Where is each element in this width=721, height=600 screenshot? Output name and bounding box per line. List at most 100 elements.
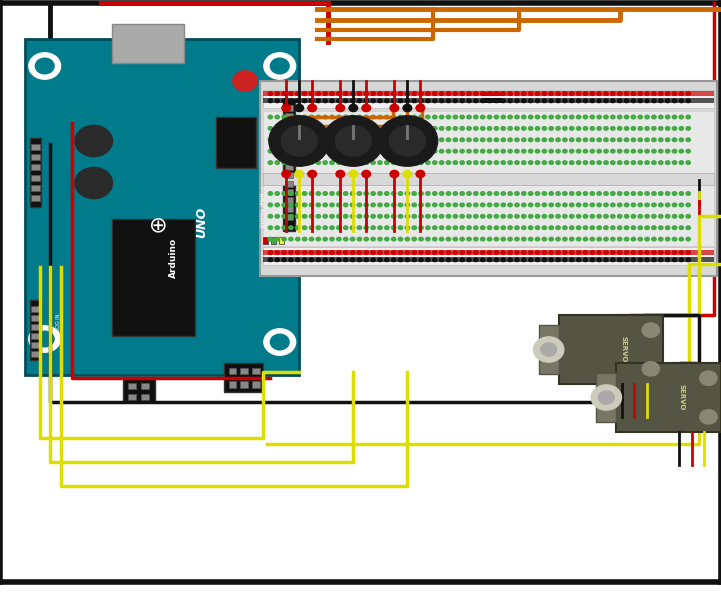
- Circle shape: [390, 170, 399, 178]
- Circle shape: [642, 323, 660, 337]
- Circle shape: [535, 138, 539, 142]
- Circle shape: [303, 226, 307, 229]
- Circle shape: [665, 161, 670, 164]
- Circle shape: [233, 71, 257, 91]
- Circle shape: [440, 115, 444, 119]
- Bar: [283, 99, 295, 231]
- Circle shape: [638, 127, 642, 130]
- Circle shape: [515, 251, 519, 254]
- Circle shape: [570, 226, 574, 229]
- Circle shape: [350, 115, 355, 119]
- Circle shape: [425, 203, 430, 206]
- Circle shape: [350, 191, 355, 196]
- Circle shape: [466, 237, 472, 241]
- Circle shape: [268, 237, 273, 241]
- Circle shape: [590, 99, 595, 103]
- Circle shape: [282, 237, 286, 241]
- Circle shape: [378, 191, 382, 196]
- Circle shape: [521, 258, 526, 262]
- Circle shape: [590, 92, 595, 95]
- Circle shape: [515, 92, 519, 95]
- Circle shape: [316, 251, 321, 254]
- Circle shape: [35, 58, 54, 74]
- Circle shape: [268, 138, 273, 142]
- Circle shape: [521, 138, 526, 142]
- Bar: [263, 98, 714, 103]
- Circle shape: [392, 251, 396, 254]
- Circle shape: [570, 138, 574, 142]
- Bar: [112, 219, 195, 336]
- Circle shape: [343, 191, 348, 196]
- Circle shape: [672, 226, 676, 229]
- Circle shape: [412, 161, 417, 164]
- Bar: [559, 315, 663, 384]
- Circle shape: [474, 161, 478, 164]
- Circle shape: [487, 161, 492, 164]
- Circle shape: [446, 203, 451, 206]
- Circle shape: [330, 258, 335, 262]
- Circle shape: [597, 127, 601, 130]
- Circle shape: [433, 226, 437, 229]
- Circle shape: [336, 170, 345, 178]
- Circle shape: [330, 251, 335, 254]
- Circle shape: [316, 191, 321, 196]
- Circle shape: [624, 258, 629, 262]
- Circle shape: [549, 251, 554, 254]
- Circle shape: [521, 191, 526, 196]
- Circle shape: [309, 99, 314, 103]
- Circle shape: [460, 251, 464, 254]
- Circle shape: [446, 258, 451, 262]
- Circle shape: [385, 214, 389, 218]
- Circle shape: [535, 115, 539, 119]
- Circle shape: [371, 258, 375, 262]
- Bar: [263, 91, 714, 96]
- Circle shape: [378, 258, 382, 262]
- Circle shape: [316, 138, 321, 142]
- Circle shape: [501, 99, 505, 103]
- Circle shape: [303, 214, 307, 218]
- Bar: [616, 363, 721, 432]
- Circle shape: [679, 92, 684, 95]
- Circle shape: [672, 203, 676, 206]
- Circle shape: [75, 167, 112, 199]
- Circle shape: [604, 138, 609, 142]
- Circle shape: [480, 138, 485, 142]
- Circle shape: [282, 92, 286, 95]
- Bar: [31, 164, 40, 170]
- Circle shape: [371, 237, 375, 241]
- Circle shape: [521, 251, 526, 254]
- Circle shape: [419, 237, 423, 241]
- Circle shape: [337, 149, 341, 153]
- Circle shape: [487, 258, 492, 262]
- Circle shape: [577, 251, 581, 254]
- Bar: [252, 381, 260, 388]
- Circle shape: [562, 115, 567, 119]
- Circle shape: [597, 99, 601, 103]
- Circle shape: [378, 161, 382, 164]
- Text: ⊕: ⊕: [149, 215, 168, 235]
- Circle shape: [350, 92, 355, 95]
- Circle shape: [419, 127, 423, 130]
- Bar: [263, 90, 714, 108]
- Circle shape: [672, 92, 676, 95]
- Circle shape: [686, 161, 691, 164]
- Circle shape: [590, 214, 595, 218]
- Circle shape: [672, 115, 676, 119]
- Circle shape: [460, 92, 464, 95]
- Circle shape: [562, 251, 567, 254]
- Circle shape: [419, 138, 423, 142]
- Circle shape: [672, 127, 676, 130]
- Circle shape: [495, 214, 499, 218]
- Circle shape: [562, 127, 567, 130]
- Circle shape: [350, 99, 355, 103]
- Circle shape: [700, 410, 717, 424]
- Circle shape: [323, 115, 327, 119]
- Circle shape: [570, 203, 574, 206]
- Circle shape: [570, 214, 574, 218]
- Circle shape: [337, 161, 341, 164]
- Circle shape: [378, 149, 382, 153]
- Circle shape: [336, 104, 345, 112]
- Circle shape: [480, 214, 485, 218]
- Circle shape: [611, 203, 615, 206]
- Circle shape: [487, 115, 492, 119]
